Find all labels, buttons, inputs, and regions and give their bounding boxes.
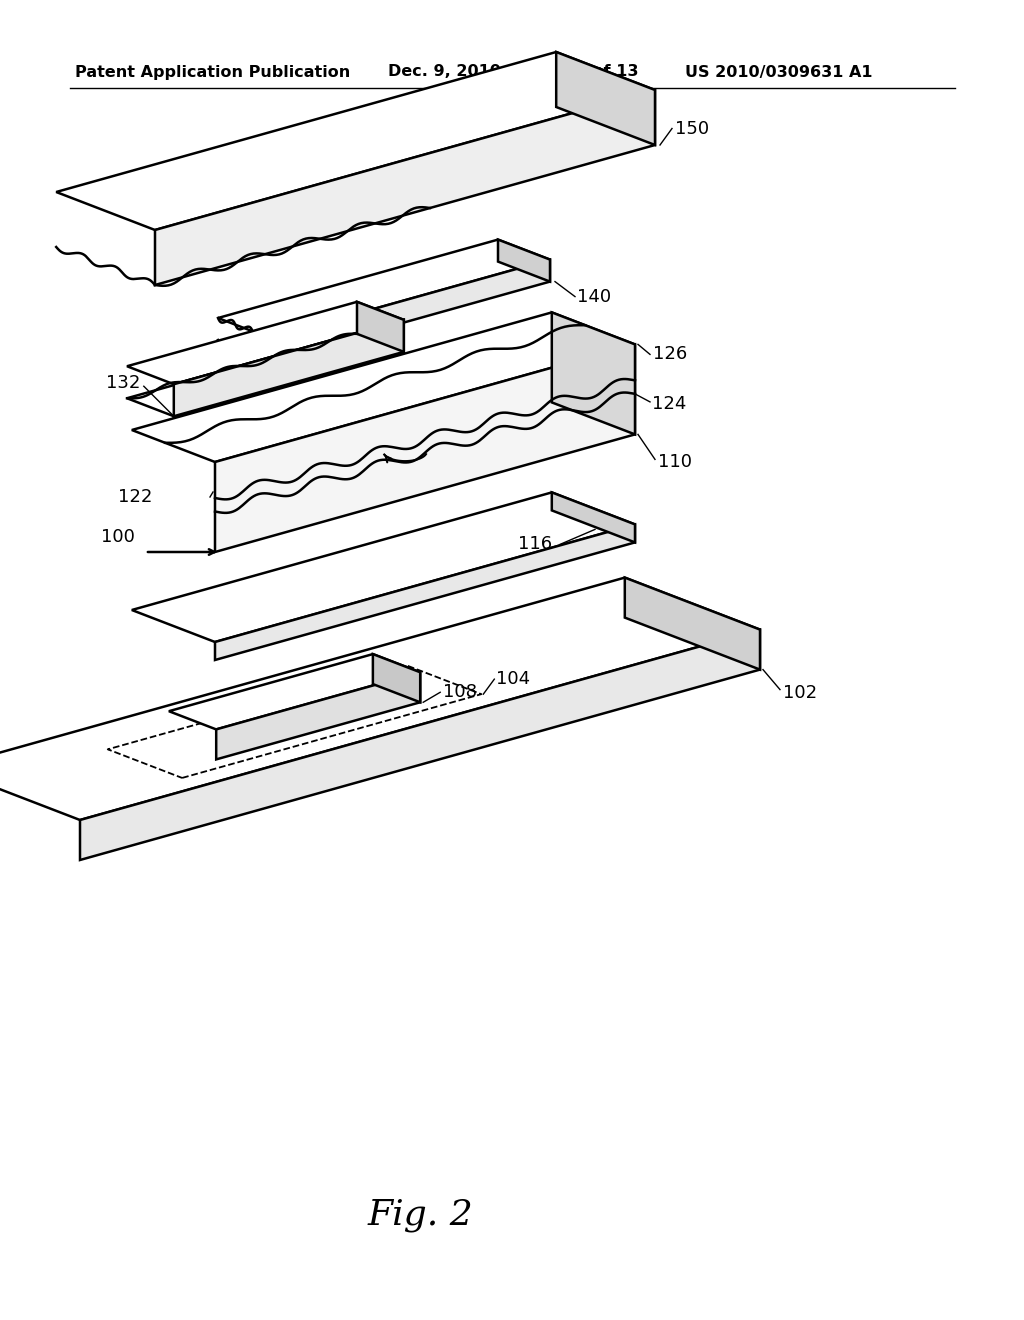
Polygon shape — [80, 630, 760, 861]
Polygon shape — [174, 319, 403, 416]
Polygon shape — [498, 240, 550, 281]
Polygon shape — [155, 90, 655, 285]
Polygon shape — [216, 672, 420, 759]
Text: 132: 132 — [106, 375, 141, 392]
Text: 100: 100 — [101, 528, 135, 546]
Polygon shape — [169, 655, 420, 730]
Text: 116: 116 — [518, 536, 552, 553]
Text: Dec. 9, 2010   Sheet 2 of 13: Dec. 9, 2010 Sheet 2 of 13 — [388, 65, 639, 79]
Polygon shape — [218, 240, 550, 338]
Polygon shape — [270, 260, 550, 360]
Text: 124: 124 — [652, 395, 686, 413]
Text: 126: 126 — [653, 346, 687, 363]
Polygon shape — [56, 51, 655, 230]
Polygon shape — [215, 524, 635, 660]
Polygon shape — [132, 313, 635, 462]
Polygon shape — [625, 578, 760, 669]
Text: Fig. 2: Fig. 2 — [368, 1199, 473, 1232]
Text: Patent Application Publication: Patent Application Publication — [75, 65, 350, 79]
Polygon shape — [127, 302, 403, 384]
Polygon shape — [373, 655, 420, 702]
Polygon shape — [357, 302, 403, 352]
Text: 102: 102 — [783, 684, 817, 702]
Polygon shape — [556, 51, 655, 145]
Text: 150: 150 — [675, 120, 710, 137]
Polygon shape — [127, 334, 403, 416]
Text: 104: 104 — [497, 671, 530, 688]
Text: 122: 122 — [118, 488, 152, 506]
Polygon shape — [552, 492, 635, 543]
Text: 140: 140 — [577, 288, 611, 306]
Polygon shape — [0, 578, 760, 820]
Polygon shape — [132, 492, 635, 642]
Polygon shape — [174, 319, 403, 416]
Text: 108: 108 — [443, 684, 477, 701]
Polygon shape — [215, 345, 635, 552]
Text: US 2010/0309631 A1: US 2010/0309631 A1 — [685, 65, 872, 79]
Text: 110: 110 — [658, 453, 692, 471]
Polygon shape — [552, 313, 635, 434]
